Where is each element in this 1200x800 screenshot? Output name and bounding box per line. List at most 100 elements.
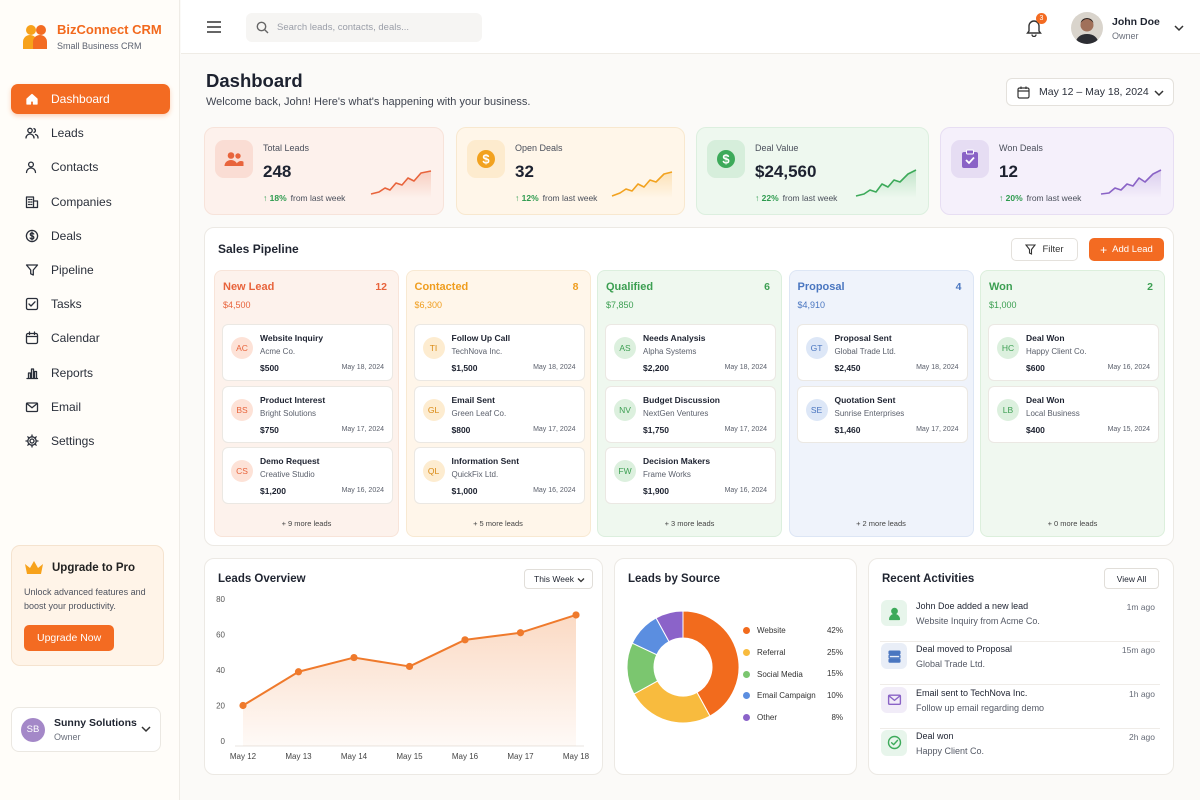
users-icon xyxy=(25,127,39,139)
upgrade-now-button[interactable]: Upgrade Now xyxy=(24,625,115,651)
lead-avatar: TI xyxy=(422,337,445,359)
leads-data-point[interactable] xyxy=(461,636,469,644)
lead-card[interactable]: AC Website Inquiry Acme Co. $500 May 18, 202… xyxy=(222,324,393,381)
stat-value: 248 xyxy=(263,162,292,181)
account-switcher[interactable]: SB Sunny Solutions Owner xyxy=(11,707,161,752)
user-menu[interactable]: John Doe Owner xyxy=(1071,12,1184,44)
activity-item[interactable]: Email sent to TechNova Inc. Follow up ema… xyxy=(880,686,1160,729)
stat-sparkline xyxy=(370,170,432,198)
sidebar-item-deals[interactable]: Deals xyxy=(11,221,170,251)
sidebar-item-tasks[interactable]: Tasks xyxy=(11,289,170,319)
sidebar-item-reports[interactable]: Reports xyxy=(11,358,170,388)
sidebar-item-companies[interactable]: Companies xyxy=(11,187,170,217)
column-count: 2 xyxy=(1147,281,1153,293)
more-leads-link[interactable]: + 9 more leads xyxy=(281,519,332,528)
upgrade-text: Unlock advanced features and boost your … xyxy=(24,587,146,611)
pipeline-title: Sales Pipeline xyxy=(218,242,299,256)
donut-slice-website[interactable] xyxy=(682,610,740,717)
pipeline-column-new-lead: New Lead 12 $4,500 AC Website Inquiry Acme Co… xyxy=(214,270,399,537)
more-leads-link[interactable]: + 2 more leads xyxy=(856,519,906,528)
leads-data-point[interactable] xyxy=(516,629,525,637)
sidebar-item-pipeline[interactable]: Pipeline xyxy=(11,255,170,285)
stat-card-deal-value[interactable]: $ Deal Value $24,560 ↑ 22% from last week xyxy=(696,127,929,215)
legend-label: Website xyxy=(757,626,786,636)
lead-date: May 18, 2024 xyxy=(916,364,959,371)
lead-card[interactable]: TI Follow Up Call TechNova Inc. $1,500 May 1… xyxy=(413,324,585,381)
lead-date: May 15, 2024 xyxy=(1107,425,1150,433)
date-range-label: May 12 – May 18, 2024 xyxy=(1039,86,1149,98)
sidebar-item-label: Contacts xyxy=(51,160,99,175)
more-leads-link[interactable]: + 0 more leads xyxy=(1047,519,1098,528)
leads-data-point[interactable] xyxy=(294,668,303,676)
lead-company: Bright Solutions xyxy=(260,408,317,418)
donut-slice-other[interactable] xyxy=(655,610,684,643)
lead-avatar: AC xyxy=(231,337,253,359)
add-lead-button[interactable]: + Add Lead xyxy=(1089,238,1164,261)
lead-title: Needs Analysis xyxy=(643,333,706,343)
stat-sparkline xyxy=(855,169,917,198)
user-avatar xyxy=(1071,12,1103,44)
leads-data-point[interactable] xyxy=(572,611,580,619)
y-tick-label: 60 xyxy=(216,631,225,640)
lead-card[interactable]: FW Decision Makers Frame Works $1,900 May 16… xyxy=(605,447,776,504)
sidebar-item-contacts[interactable]: Contacts xyxy=(11,152,170,182)
view-all-button[interactable]: View All xyxy=(1104,568,1159,589)
lead-card[interactable]: SE Quotation Sent Sunrise Enterprises $1,46… xyxy=(796,385,968,443)
stat-icon-box xyxy=(951,140,989,178)
notifications-button[interactable]: 3 xyxy=(1025,13,1047,37)
lead-card[interactable]: HC Deal Won Happy Client Co. $600 May 16, 20… xyxy=(988,324,1159,381)
activity-item[interactable]: Deal moved to Proposal Global Trade Ltd. 1… xyxy=(880,642,1160,686)
stat-sparkline xyxy=(611,171,673,198)
source-legend: Website 42% Referral 25% Social Media 15% Emai… xyxy=(743,620,843,728)
lead-company: Creative Studio xyxy=(260,470,315,479)
lead-card[interactable]: AS Needs Analysis Alpha Systems $2,200 May 1… xyxy=(605,324,776,381)
more-leads-link[interactable]: + 5 more leads xyxy=(473,519,523,528)
lead-card[interactable]: GT Proposal Sent Global Trade Ltd. $2,450 Ma… xyxy=(796,324,968,381)
stat-card-total-leads[interactable]: Total Leads 248 ↑ 18% from last week xyxy=(204,127,444,215)
period-select[interactable]: This Week xyxy=(524,569,593,589)
hamburger-menu-icon[interactable] xyxy=(206,20,222,34)
sidebar-item-email[interactable]: Email xyxy=(11,392,170,422)
account-avatar: SB xyxy=(21,717,45,742)
search-input[interactable]: Search leads, contacts, deals... xyxy=(246,13,482,42)
app-logo[interactable]: BizConnect CRM Small Business CRM xyxy=(22,22,162,52)
sidebar-item-leads[interactable]: Leads xyxy=(11,118,170,148)
sidebar-item-settings[interactable]: Settings xyxy=(11,426,170,456)
sidebar-item-dashboard[interactable]: Dashboard xyxy=(11,84,170,114)
lead-card[interactable]: NV Budget Discussion NextGen Ventures $1,75… xyxy=(605,385,776,443)
stat-change-value: ↑ 22% xyxy=(755,193,779,203)
stat-card-open-deals[interactable]: $ Open Deals 32 ↑ 12% from last week xyxy=(456,127,685,215)
sidebar-item-calendar[interactable]: Calendar xyxy=(11,323,170,353)
lead-card[interactable]: LB Deal Won Local Business $400 May 15, 2024 xyxy=(988,385,1159,443)
activity-item[interactable]: John Doe added a new lead Website Inquiry… xyxy=(880,599,1160,642)
stack-icon xyxy=(887,650,901,663)
lead-date: May 16, 2024 xyxy=(533,487,576,494)
pipeline-column-proposal: Proposal 4 $4,910 GT Proposal Sent Global Tra… xyxy=(788,270,974,537)
lead-amount: $2,200 xyxy=(643,363,669,373)
activity-item[interactable]: Deal won Happy Client Co. 2h ago xyxy=(880,729,1160,772)
x-tick-label: May 18 xyxy=(563,752,590,761)
lead-date: May 17, 2024 xyxy=(724,425,767,433)
leads-data-point[interactable] xyxy=(350,653,358,662)
user-role: Owner xyxy=(1112,30,1139,41)
stat-card-won-deals[interactable]: Won Deals 12 ↑ 20% from last week xyxy=(940,127,1174,215)
leads-overview-panel: Leads Overview This Week 0 20 40 60 80 May 12… xyxy=(204,558,603,775)
recent-activities-title: Recent Activities xyxy=(882,573,975,585)
leads-data-point[interactable] xyxy=(405,662,414,671)
lead-avatar: GT xyxy=(805,337,828,359)
legend-item: Referral 25% xyxy=(743,642,843,664)
lead-card[interactable]: QL Information Sent QuickFix Ltd. $1,000 May… xyxy=(413,447,585,504)
lead-card[interactable]: CS Demo Request Creative Studio $1,200 May 1… xyxy=(222,447,393,504)
more-leads-link[interactable]: + 3 more leads xyxy=(664,519,715,528)
activity-time: 15m ago xyxy=(1121,645,1155,656)
lead-card[interactable]: GL Email Sent Green Leaf Co. $800 May 17, 20… xyxy=(413,385,585,443)
lead-card[interactable]: BS Product Interest Bright Solutions $750 Ma… xyxy=(222,385,393,443)
sales-pipeline-panel: Sales Pipeline Filter + Add Lead New Lea… xyxy=(204,227,1174,546)
sidebar: BizConnect CRM Small Business CRM Dashbo… xyxy=(0,0,180,800)
leads-data-point[interactable] xyxy=(239,701,247,710)
activity-title: Email sent to TechNova Inc. xyxy=(916,687,1028,698)
date-range-picker[interactable]: May 12 – May 18, 2024 xyxy=(1006,78,1174,106)
filter-button[interactable]: Filter xyxy=(1011,238,1078,261)
user-icon xyxy=(888,607,900,620)
lead-title: Decision Makers xyxy=(643,456,711,466)
